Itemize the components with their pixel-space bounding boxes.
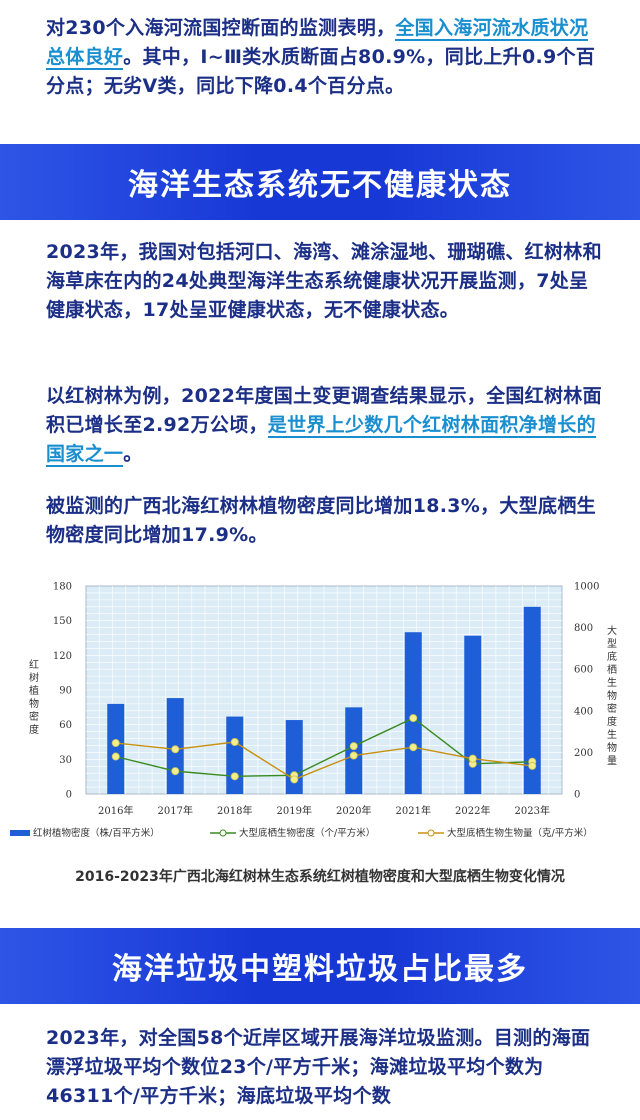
- y-left-tick-label: 120: [53, 651, 72, 662]
- point-benthic-density: [409, 714, 418, 723]
- section-title-ecosystem: 海洋生态系统无不健康状态: [128, 168, 512, 203]
- x-tick-label: 2022年: [455, 804, 490, 817]
- point-benthic-biomass: [290, 775, 299, 784]
- section-banner-litter: 海洋垃圾中塑料垃圾占比最多: [0, 928, 640, 1004]
- line-benthic-biomass: [115, 741, 533, 781]
- mangrove-highlight: 是世界上少数几个红树林面积净增长的国家之一: [46, 414, 596, 467]
- chart-grid: [86, 586, 562, 794]
- y-left-tick-label: 150: [53, 616, 72, 627]
- x-tick-label: 2016年: [98, 804, 133, 817]
- x-axis: 2016年 2017年 2018年 2019年 2020年 2021年 2022年 2023年: [98, 804, 550, 817]
- x-tick-label: 2019年: [277, 804, 312, 817]
- mangrove-text-b: 。: [123, 443, 143, 465]
- bar-mangrove-density: [464, 635, 482, 794]
- point-benthic-biomass: [528, 761, 537, 770]
- y-right-label-char: 底: [607, 650, 617, 663]
- y-left-label-char: 物: [29, 697, 39, 710]
- beihai-paragraph: 被监测的广西北海红树林植物密度同比增加18.3%，大型底栖生物密度同比增加17.…: [46, 495, 596, 546]
- y-left-tick-label: 180: [53, 582, 72, 593]
- y-left-label-char: 密: [29, 710, 39, 723]
- point-benthic-biomass: [349, 751, 358, 760]
- y-right-label-char: 型: [607, 637, 617, 650]
- point-benthic-density: [111, 752, 120, 761]
- y-left-tick-label: 30: [59, 755, 72, 766]
- y-axis-right: 0 200 400 600 800 1000: [574, 582, 599, 801]
- point-benthic-biomass: [468, 754, 477, 763]
- mangrove-paragraph: 以红树林为例，2022年度国土变更调查结果显示，全国红树林面积已增长至2.92万…: [46, 382, 606, 469]
- y-right-tick-label: 600: [574, 665, 593, 676]
- y-right-tick-label: 1000: [574, 582, 599, 593]
- point-benthic-biomass: [230, 737, 239, 746]
- y-right-tick-label: 800: [574, 623, 593, 634]
- x-tick-label: 2023年: [515, 804, 550, 817]
- y-left-tick-label: 0: [66, 790, 72, 801]
- intro-paragraph: 对230个入海河流国控断面的监测表明，全国入海河流水质状况总体良好。其中，Ⅰ~Ⅲ…: [46, 14, 606, 101]
- bar-mangrove-density: [226, 716, 244, 794]
- y-right-label-char: 物: [607, 741, 617, 754]
- x-tick-label: 2018年: [217, 804, 252, 817]
- section-banner-ecosystem: 海洋生态系统无不健康状态: [0, 144, 640, 220]
- bar-mangrove-density: [404, 632, 422, 794]
- chart-lines: [111, 714, 537, 784]
- point-benthic-biomass: [409, 743, 418, 752]
- chart-bars: [107, 606, 541, 794]
- y-right-label-char: 栖: [607, 663, 617, 676]
- y-right-label-char: 生: [607, 728, 617, 741]
- y-right-label-char: 大: [607, 624, 617, 637]
- point-benthic-biomass: [171, 745, 180, 754]
- y-right-label-char: 密: [607, 702, 617, 715]
- bar-mangrove-density: [107, 703, 125, 794]
- legend-marker: [219, 829, 227, 837]
- y-right-tick-label: 400: [574, 706, 593, 717]
- chart-caption: 2016-2023年广西北海红树林生态系统红树植物密度和大型底栖生物变化情况: [75, 869, 565, 885]
- y-right-label-char: 物: [607, 689, 617, 702]
- section-title-litter: 海洋垃圾中塑料垃圾占比最多: [112, 952, 528, 987]
- intro-highlight: 全国入海河流水质状况总体良好: [46, 17, 589, 70]
- bar-mangrove-density: [345, 707, 363, 794]
- y-axis-left: 0 30 60 90 120 150 180: [53, 582, 72, 801]
- bar-mangrove-density: [523, 606, 541, 794]
- mangrove-chart: 0 30 60 90 120 150 180 0 200 400 600 800 1000 2016年…: [0, 570, 640, 860]
- litter-paragraph: 2023年，对全国58个近岸区域开展海洋垃圾监测。目测的海面漂浮垃圾平均个数位2…: [46, 1027, 591, 1107]
- y-right-tick-label: 0: [574, 790, 580, 801]
- x-tick-label: 2020年: [336, 804, 371, 817]
- x-tick-label: 2021年: [396, 804, 431, 817]
- y-left-label-char: 红: [29, 658, 39, 671]
- y-left-tick-label: 60: [59, 720, 72, 731]
- y-right-label-char: 量: [607, 755, 617, 767]
- legend-label-density: 大型底栖生物密度（个/平方米）: [239, 827, 375, 839]
- y-right-tick-label: 200: [574, 748, 593, 759]
- point-benthic-density: [349, 742, 358, 751]
- y-left-label-char: 植: [29, 684, 39, 697]
- y-left-label-char: 树: [29, 671, 39, 684]
- y-right-label-char: 度: [607, 715, 617, 728]
- legend-swatch-bar: [10, 830, 30, 836]
- point-benthic-biomass: [111, 739, 120, 748]
- chart-svg: 0 30 60 90 120 150 180 0 200 400 600 800 1000 2016年…: [10, 582, 617, 839]
- legend-label-bar: 红树植物密度（株/百平方米）: [33, 827, 160, 839]
- point-benthic-density: [230, 772, 239, 781]
- chart-legend: 红树植物密度（株/百平方米） 大型底栖生物密度（个/平方米） 大型底栖生物生物量（克…: [10, 827, 593, 839]
- y-left-label-char: 度: [29, 723, 39, 736]
- ecosystem-paragraph: 2023年，我国对包括河口、海湾、滩涂湿地、珊瑚礁、红树林和海草床在内的24处典…: [46, 241, 602, 321]
- intro-text-b: 。其中，Ⅰ~Ⅲ类水质断面占80.9%，同比上升0.9个百分点；无劣Ⅴ类，同比下降…: [46, 46, 596, 97]
- y-right-label-char: 生: [607, 676, 617, 689]
- y-left-tick-label: 90: [59, 686, 72, 697]
- mangrove-text-a: 以红树林为例，2022年度国土变更调查结果显示，全国红树林面积已增长至2.92万…: [46, 385, 602, 436]
- x-tick-label: 2017年: [158, 804, 193, 817]
- legend-marker: [427, 829, 435, 837]
- legend-label-biomass: 大型底栖生物生物量（克/平方米）: [447, 827, 593, 839]
- intro-text-a: 对230个入海河流国控断面的监测表明，: [46, 17, 396, 39]
- point-benthic-density: [171, 767, 180, 776]
